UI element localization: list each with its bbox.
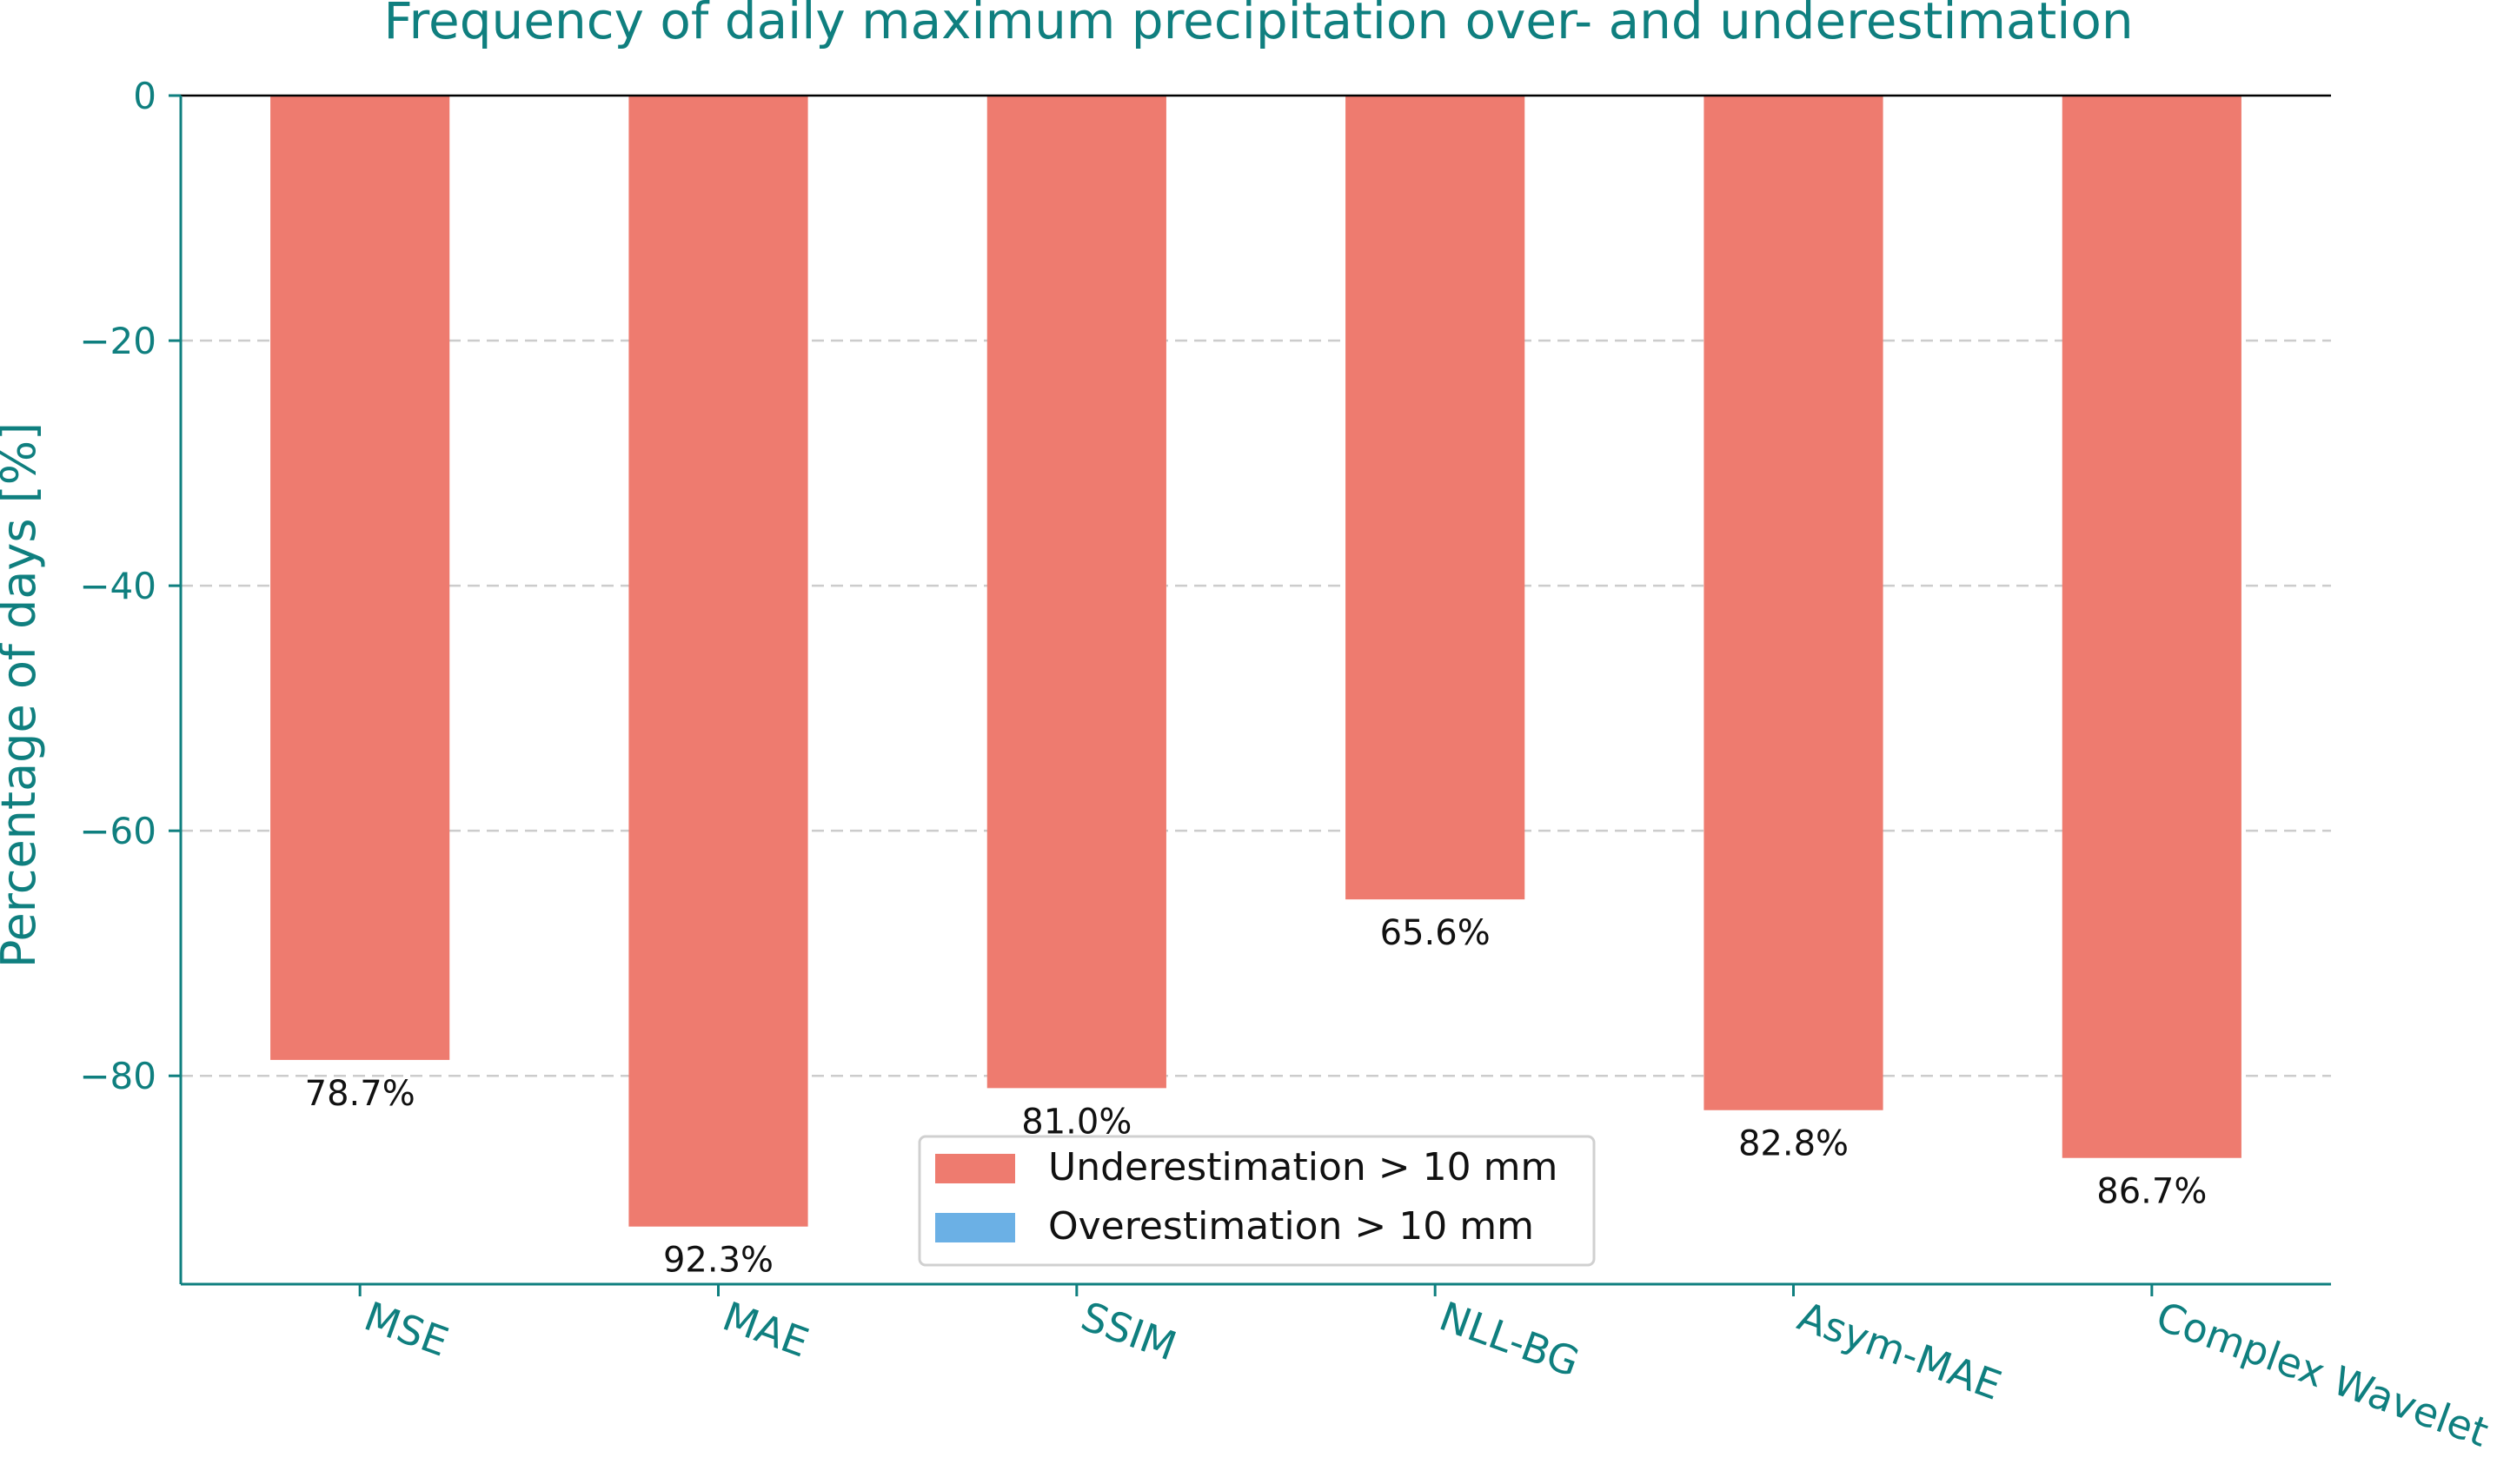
legend-label: Underestimation > 10 mm xyxy=(1048,1145,1557,1189)
bar xyxy=(2062,96,2241,1158)
x-tick-label: MSE xyxy=(358,1293,455,1366)
bar xyxy=(986,96,1166,1089)
legend-swatch xyxy=(935,1213,1015,1242)
x-tick-label: NLL-BG xyxy=(1433,1293,1585,1387)
bar xyxy=(270,96,450,1060)
axes xyxy=(169,94,2331,1296)
y-axis-label: Percentage of days [%] xyxy=(0,422,46,968)
data-label: 82.8% xyxy=(1738,1124,1849,1164)
data-label: 65.6% xyxy=(1380,913,1491,953)
legend: Underestimation > 10 mm Overestimation > … xyxy=(918,1135,1596,1267)
x-tick-label: Asym-MAE xyxy=(1792,1293,2008,1409)
y-tick-label: −80 xyxy=(79,1055,156,1097)
bars xyxy=(270,96,2241,1227)
legend-swatch xyxy=(935,1154,1015,1183)
grid-lines xyxy=(181,339,2331,1077)
bar xyxy=(628,96,808,1227)
bar xyxy=(1345,96,1525,900)
y-tick-label: 0 xyxy=(133,75,156,117)
data-label: 86.7% xyxy=(2096,1172,2207,1212)
legend-box xyxy=(918,1135,1596,1267)
legend-label: Overestimation > 10 mm xyxy=(1048,1204,1534,1249)
x-tick-label: Complex Wavelet xyxy=(2150,1293,2494,1456)
data-label: 92.3% xyxy=(663,1241,774,1281)
y-tick-label: −20 xyxy=(79,320,156,362)
x-tick-label: SSIM xyxy=(1075,1293,1182,1370)
chart-title: Frequency of daily maximum precipitation… xyxy=(383,0,2133,50)
y-tick-label: −40 xyxy=(79,565,156,607)
y-tick-label: −60 xyxy=(79,810,156,852)
data-label: 78.7% xyxy=(305,1074,415,1114)
x-tick-label: MAE xyxy=(717,1293,815,1367)
bar xyxy=(1703,96,1883,1110)
